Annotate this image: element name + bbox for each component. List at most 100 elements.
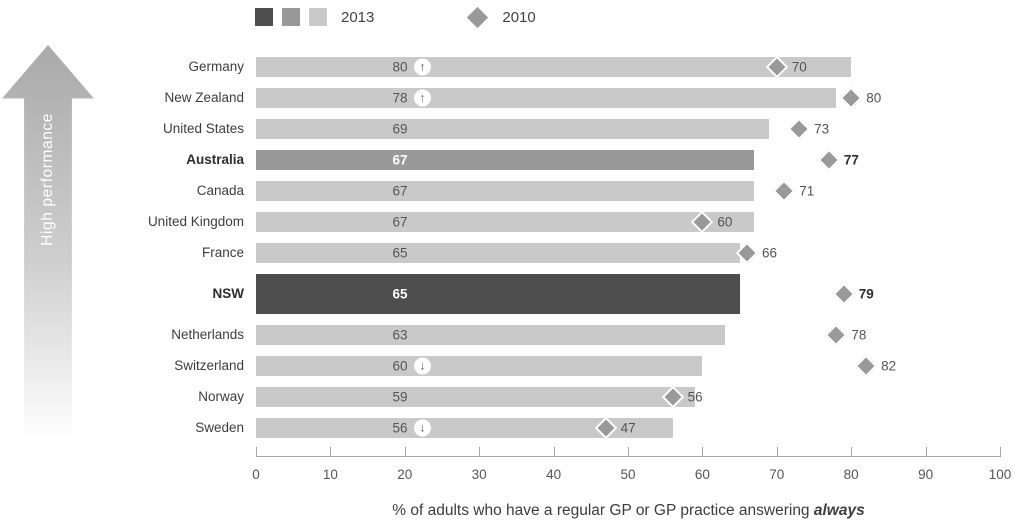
chart-row: Canada 67 71 [0,175,1001,206]
legend: 2013 2010 [255,6,536,28]
x-axis-tick [851,447,853,457]
country-label: France [201,245,244,260]
country-label: Canada [196,183,244,198]
diamond-value-label: 80 [866,90,882,105]
country-label: United Kingdom [147,214,244,229]
bar-value-label: 67 [392,152,408,167]
x-axis-tick-label: 90 [918,467,934,482]
trend-down-icon: ↓ [414,357,431,374]
x-axis-tick [553,447,555,457]
x-axis-tick [702,447,704,457]
bar-value-label: 78 [392,90,408,105]
bar-2013 [256,180,755,201]
x-axis-tick-label: 70 [769,467,785,482]
x-axis-tick-label: 0 [252,467,260,482]
x-axis-tick-label: 80 [843,467,859,482]
diamond-value-label: 82 [881,358,897,373]
diamond-marker-2010 [839,86,863,109]
bar-value-label: 63 [392,327,408,342]
chart-row: Switzerland 60 ↓ 82 [0,350,1001,381]
bar-area: 65 66 [256,237,1001,268]
bar-2013 [256,87,837,108]
bar-value-label: 67 [392,214,408,229]
bar-value-label: 56 [392,420,408,435]
x-axis: 0 10 20 30 40 50 60 70 80 90 100 [252,447,1011,487]
chart-row: Germany 80 ↑ 70 [0,51,1001,82]
x-axis-tick [256,447,257,457]
bar-value-label: 69 [392,121,408,136]
bar-2013 [256,118,770,139]
x-axis-tick [330,447,332,457]
x-axis-tick-label: 30 [471,467,487,482]
diamond-value-label: 60 [717,214,733,229]
x-axis-tick-label: 50 [620,467,636,482]
bar-2013 [256,417,673,438]
diamond-marker-2010 [854,354,878,377]
x-axis-tick [1000,447,1001,457]
country-label: Switzerland [174,358,244,373]
bar-area: 59 56 [256,381,1001,412]
legend-swatch-2013-dark [255,8,273,26]
chart-row: Australia 67 77 [0,144,1001,175]
bar-area: 65 79 [256,268,1001,319]
country-label: New Zealand [164,90,244,105]
bar-value-label: 59 [392,389,408,404]
legend-diamond-icon [467,6,489,28]
chart-row: NSW 65 79 [0,268,1001,319]
chart-row: United Kingdom 67 60 [0,206,1001,237]
diamond-marker-2010 [787,117,811,140]
bar-value-label: 60 [392,358,408,373]
diamond-value-label: 79 [858,286,874,301]
diamond-marker-2010 [832,282,856,305]
bar-value-label: 80 [392,59,408,74]
bar-2013 [256,324,725,345]
country-label: United States [162,121,244,136]
country-label: Germany [188,59,244,74]
diamond-value-label: 71 [799,183,815,198]
country-label: Netherlands [171,327,244,342]
x-axis-title: % of adults who have a regular GP or GP … [256,502,1001,520]
legend-label-2010: 2010 [502,8,536,26]
bar-area: 67 71 [256,175,1001,206]
diamond-value-label: 66 [762,245,778,260]
bar-area: 67 77 [256,144,1001,175]
country-label: Sweden [195,420,244,435]
x-axis-tick-label: 100 [988,467,1012,482]
bar-area: 69 73 [256,113,1001,144]
bar-2013 [256,273,740,314]
bar-2013 [256,56,852,77]
trend-down-icon: ↓ [414,419,431,436]
diamond-marker-2010 [772,179,796,202]
bar-value-label: 65 [392,286,408,301]
x-axis-tick-label: 60 [694,467,710,482]
x-axis-tick [479,447,481,457]
bar-area: 80 ↑ 70 [256,51,1001,82]
country-label: NSW [212,286,245,301]
chart-row: United States 69 73 [0,113,1001,144]
country-label: Norway [198,389,244,404]
bar-2013 [256,149,755,170]
x-axis-tick [776,447,778,457]
x-axis-title-text: % of adults who have a regular GP or GP … [392,502,814,519]
bar-area: 56 ↓ 47 [256,412,1001,443]
bar-area: 60 ↓ 82 [256,350,1001,381]
chart-row: New Zealand 78 ↑ 80 [0,82,1001,113]
x-axis-tick [628,447,629,457]
chart-row: Sweden 56 ↓ 47 [0,412,1001,443]
trend-up-icon: ↑ [414,58,431,75]
trend-up-icon: ↑ [414,89,431,106]
x-axis-tick-label: 10 [322,467,338,482]
diamond-value-label: 56 [687,389,703,404]
diamond-value-label: 77 [843,152,859,167]
diamond-marker-2010 [824,323,848,346]
diamond-value-label: 70 [791,59,807,74]
bar-value-label: 67 [392,183,408,198]
diamond-value-label: 47 [620,420,636,435]
x-axis-tick-label: 40 [546,467,562,482]
country-label: Australia [186,152,244,167]
diamond-value-label: 73 [814,121,830,136]
bar-value-label: 65 [392,245,408,260]
bar-2013 [256,386,695,407]
diamond-marker-2010 [817,148,841,171]
